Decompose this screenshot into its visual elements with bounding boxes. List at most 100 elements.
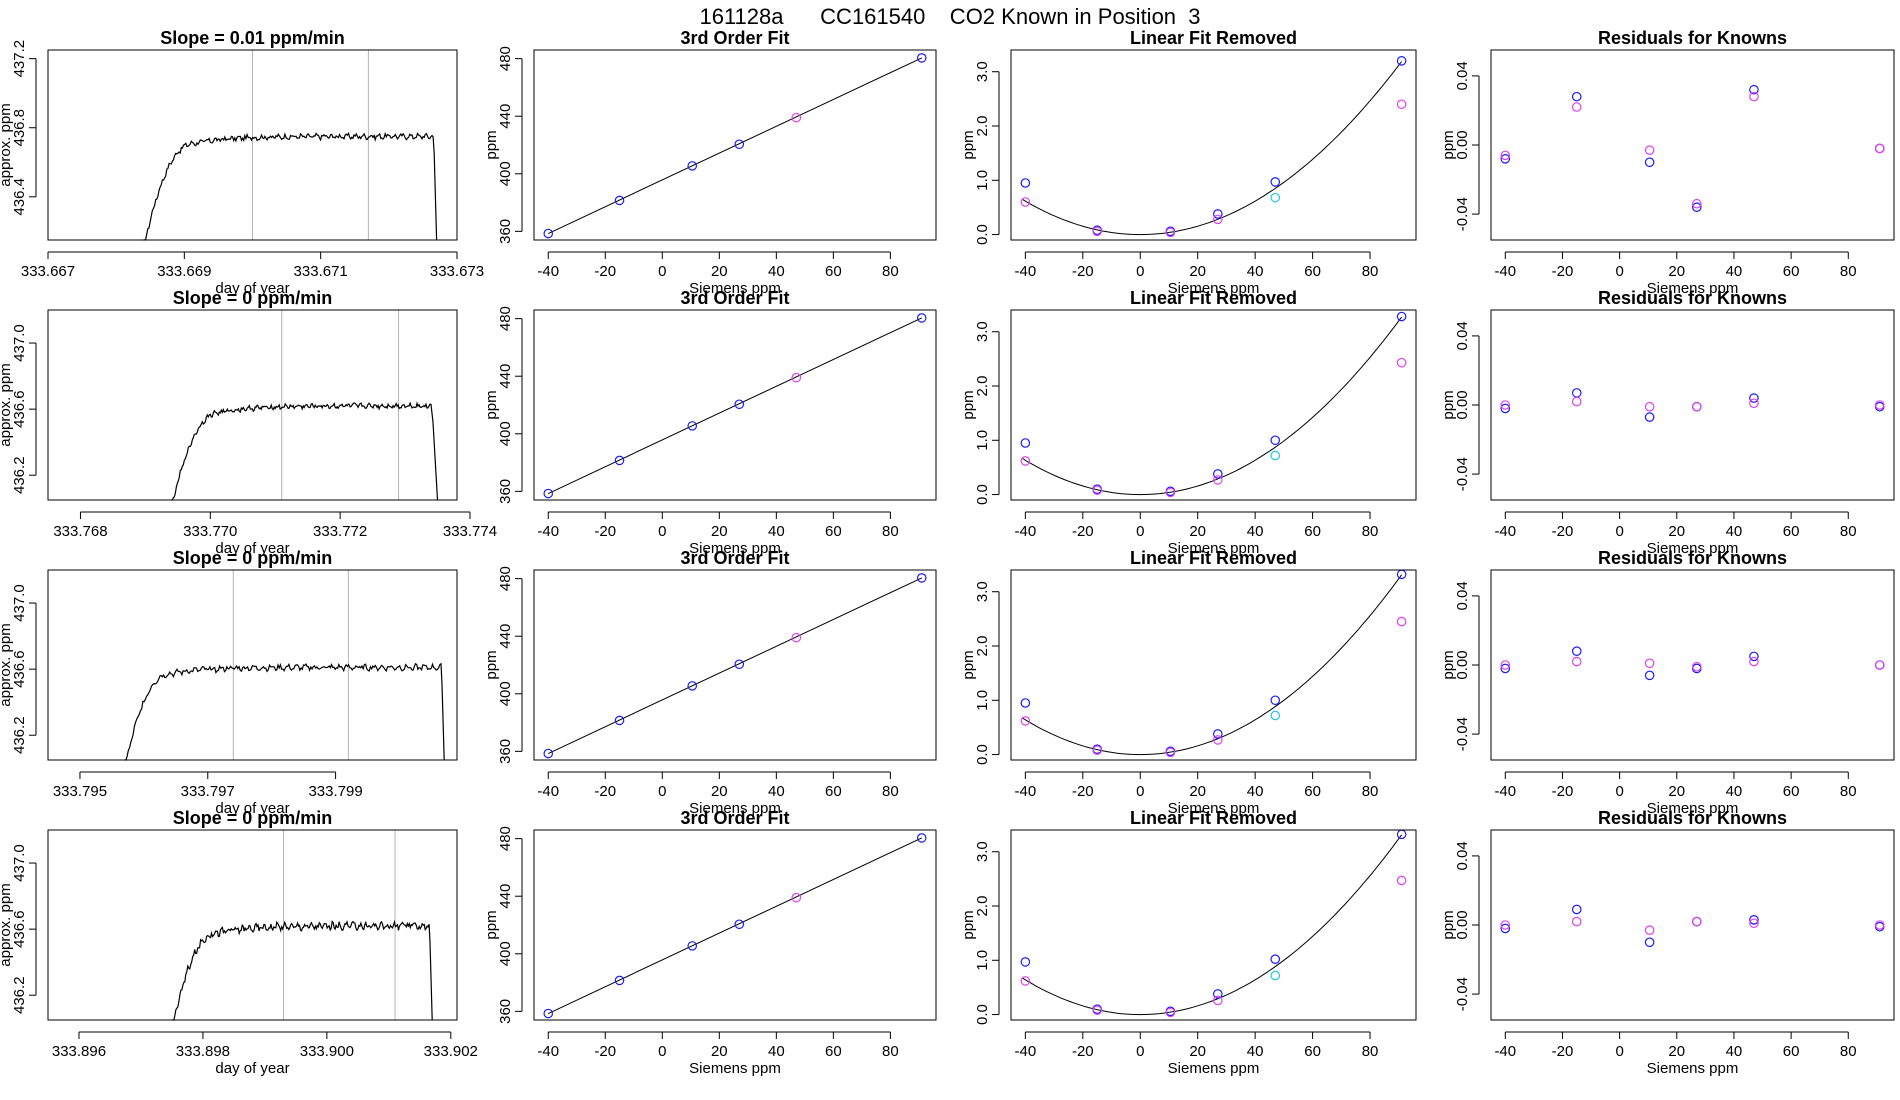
x-axis-label: Siemens ppm: [1168, 540, 1260, 557]
y-tick-label: 1.0: [974, 690, 991, 711]
x-tick-label: 80: [1362, 263, 1379, 280]
x-tick-label: 80: [882, 1043, 899, 1060]
x-tick-label: 333.768: [53, 523, 107, 540]
blue-point: [1396, 829, 1407, 840]
magenta-point: [1691, 401, 1702, 412]
x-tick-label: 60: [825, 263, 842, 280]
magenta-point: [1165, 487, 1176, 498]
x-tick-label: 333.667: [21, 263, 75, 280]
cyan-point: [1270, 450, 1281, 461]
x-tick-label: 80: [1362, 783, 1379, 800]
x-tick-label: 0: [1136, 1043, 1144, 1060]
plot-frame: [1010, 49, 1417, 241]
y-tick-label: 0.00: [1454, 910, 1471, 939]
y-tick-label: 400: [497, 161, 514, 186]
blue-point: [1749, 651, 1759, 662]
y-tick-label: 360: [497, 999, 514, 1024]
x-tick-label: -40: [537, 263, 559, 280]
blue-point: [1500, 154, 1511, 164]
magenta-point: [1020, 716, 1031, 726]
x-tick-label: 40: [768, 1043, 785, 1060]
y-tick-label: 2.0: [974, 636, 991, 657]
y-axis-label: ppm: [960, 910, 977, 939]
panel-title: 3rd Order Fit: [680, 288, 789, 308]
panel-2-2: 3rd Order Fit -40 -20 0 20 40 60 80 Siemens ppm 3…: [483, 288, 937, 557]
x-tick-label: 40: [768, 523, 785, 540]
blue-point: [1749, 393, 1759, 403]
x-tick-label: -20: [1552, 783, 1574, 800]
magenta-point: [1213, 735, 1223, 745]
blue-point: [543, 1008, 554, 1019]
blue-point: [614, 975, 625, 986]
y-axis-label: ppm: [483, 650, 500, 679]
blue-point: [687, 421, 698, 431]
x-tick-label: -20: [1072, 783, 1094, 800]
x-tick-label: 40: [1247, 783, 1264, 800]
y-axis-label: ppm: [483, 390, 500, 419]
blue-point: [1644, 937, 1655, 948]
x-tick-label: 0: [658, 783, 666, 800]
magenta-point: [1644, 401, 1655, 412]
x-tick-label: 333.902: [424, 1043, 478, 1060]
x-tick-label: 333.770: [183, 523, 237, 540]
x-tick-label: 333.772: [313, 523, 367, 540]
x-axis-label: Siemens ppm: [689, 1060, 781, 1077]
blue-point: [1020, 438, 1031, 448]
x-axis-label: Siemens ppm: [1168, 280, 1260, 297]
blue-point: [543, 488, 554, 499]
x-axis-label: day of year: [215, 800, 289, 817]
y-axis-label: ppm: [483, 130, 500, 159]
magenta-point: [791, 892, 802, 903]
x-tick-label: -20: [1552, 1043, 1574, 1060]
y-axis-label: approx. ppm: [0, 883, 14, 966]
y-tick-label: 400: [497, 681, 514, 706]
y-tick-label: 2.0: [974, 896, 991, 917]
magenta-point: [1092, 1005, 1102, 1016]
panel-1-4: Residuals for Knowns -40 -20 0 20 40 60 80 Sieme…: [1440, 28, 1895, 297]
x-tick-label: 60: [1304, 263, 1321, 280]
panel-4-4: Residuals for Knowns -40 -20 0 20 40 60 80 Sieme…: [1440, 808, 1895, 1077]
magenta-point: [1691, 916, 1702, 927]
magenta-point: [1500, 400, 1511, 410]
blue-point: [1396, 569, 1407, 580]
x-tick-label: 80: [1362, 1043, 1379, 1060]
fit-curve: [1022, 61, 1402, 236]
x-tick-label: 60: [1783, 523, 1800, 540]
y-tick-label: -0.04: [1454, 457, 1471, 491]
magenta-point: [1396, 616, 1407, 627]
panel-title: 3rd Order Fit: [680, 28, 789, 48]
x-tick-label: -40: [1494, 783, 1516, 800]
plot-frame: [533, 309, 937, 501]
y-axis-label: ppm: [483, 910, 500, 939]
panel-3-2: 3rd Order Fit -40 -20 0 20 40 60 80 Siemens ppm 3…: [483, 548, 937, 817]
ppm-trace-line: [171, 919, 433, 1021]
x-tick-label: -20: [594, 263, 616, 280]
panel-title: Residuals for Knowns: [1598, 808, 1787, 828]
y-tick-label: 0.04: [1454, 841, 1471, 870]
y-tick-label: 400: [497, 941, 514, 966]
x-axis-label: Siemens ppm: [689, 540, 781, 557]
magenta-point: [1165, 747, 1176, 758]
y-tick-label: 0.04: [1454, 581, 1471, 610]
blue-point: [1691, 202, 1702, 212]
x-tick-label: -20: [1072, 263, 1094, 280]
y-axis-label: ppm: [1440, 390, 1457, 419]
plot-frame: [533, 829, 937, 1021]
x-tick-label: -40: [1015, 783, 1037, 800]
plot-frame: [533, 569, 937, 761]
x-tick-label: 333.900: [300, 1043, 354, 1060]
cyan-point: [1270, 192, 1281, 203]
blue-point: [1396, 311, 1407, 322]
x-axis-label: Siemens ppm: [689, 800, 781, 817]
panel-2-1: Slope = 0 ppm/min 333.768 333.770 333.772 33…: [0, 288, 497, 557]
y-tick-label: 480: [497, 566, 514, 591]
x-tick-label: 40: [1726, 263, 1743, 280]
x-tick-label: 0: [1615, 263, 1623, 280]
cyan-point: [1270, 710, 1281, 721]
blue-point: [687, 681, 698, 691]
panel-title: Slope = 0 ppm/min: [173, 548, 333, 568]
y-axis-label: ppm: [1440, 910, 1457, 939]
magenta-point: [1691, 661, 1702, 672]
x-tick-label: 20: [711, 523, 728, 540]
x-tick-label: 333.797: [181, 783, 235, 800]
